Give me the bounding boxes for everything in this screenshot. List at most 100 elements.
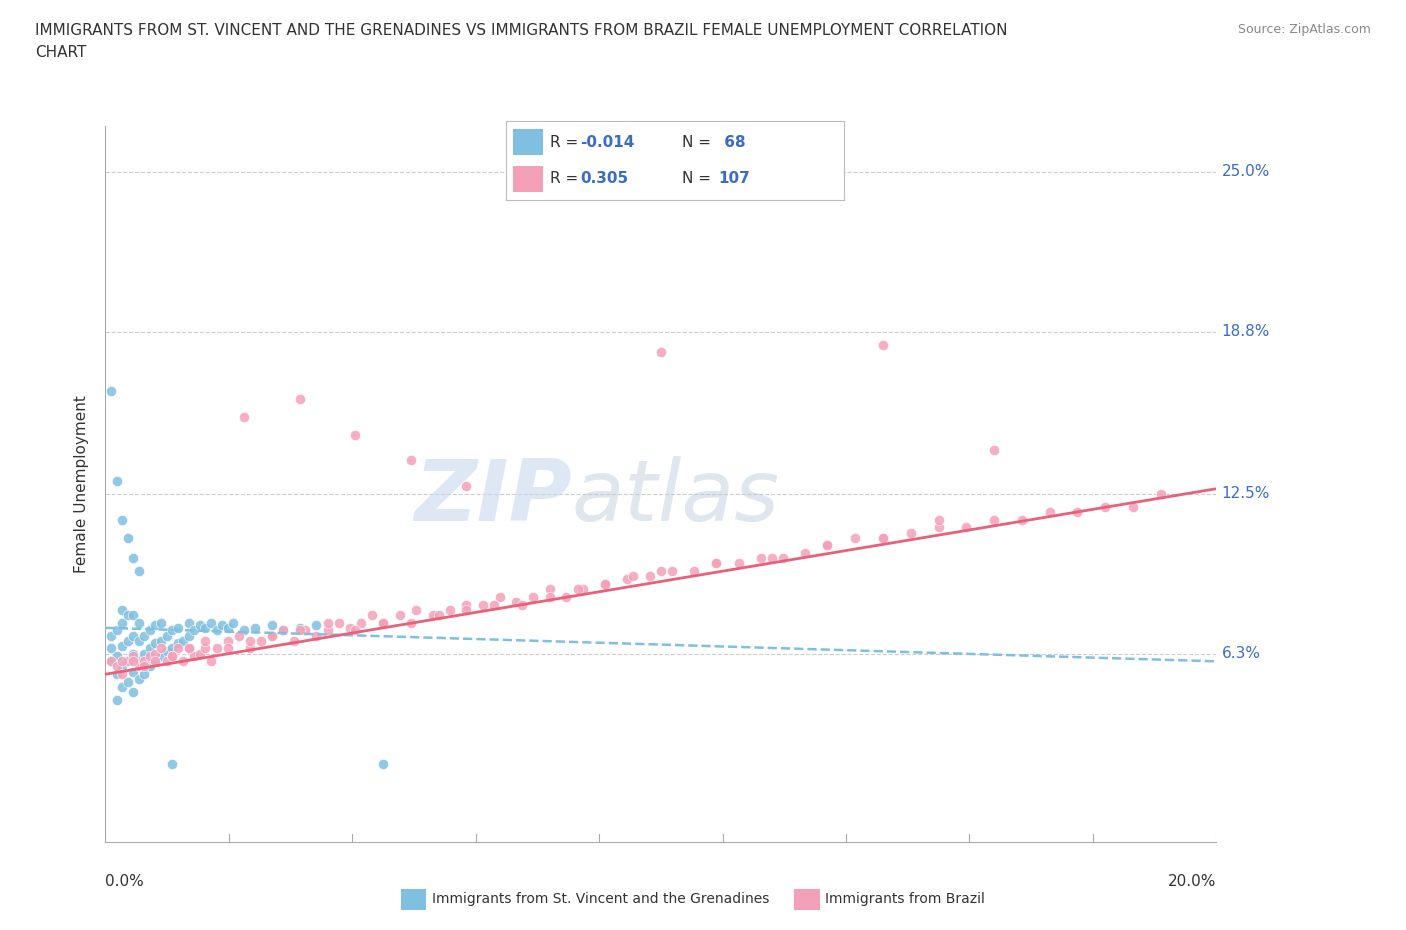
Point	[134, 659, 156, 674]
Point	[439, 603, 461, 618]
Point	[555, 590, 578, 604]
Point	[111, 654, 134, 669]
Point	[371, 616, 394, 631]
Point	[983, 443, 1005, 458]
Point	[262, 618, 284, 632]
Point	[928, 512, 950, 527]
Point	[328, 616, 350, 631]
Point	[283, 633, 305, 648]
Text: 0.0%: 0.0%	[105, 874, 145, 889]
Point	[177, 628, 200, 643]
Point	[160, 649, 183, 664]
Point	[205, 641, 228, 656]
Point	[422, 607, 444, 622]
Point	[122, 649, 145, 664]
Point	[122, 646, 145, 661]
Point	[844, 530, 866, 545]
Point	[1094, 499, 1116, 514]
Text: N =: N =	[682, 135, 716, 150]
Point	[111, 616, 134, 631]
Text: IMMIGRANTS FROM ST. VINCENT AND THE GRENADINES VS IMMIGRANTS FROM BRAZIL FEMALE : IMMIGRANTS FROM ST. VINCENT AND THE GREN…	[35, 23, 1008, 38]
Point	[200, 616, 222, 631]
Point	[815, 538, 838, 552]
Point	[188, 646, 211, 661]
Point	[294, 623, 316, 638]
Point	[595, 577, 617, 591]
Point	[456, 603, 478, 618]
Point	[706, 556, 728, 571]
Point	[616, 571, 638, 586]
Point	[150, 616, 172, 631]
Point	[177, 641, 200, 656]
Point	[122, 684, 145, 699]
Point	[288, 392, 311, 406]
Point	[160, 757, 183, 772]
Text: ZIP: ZIP	[415, 457, 572, 539]
Point	[145, 654, 167, 669]
Point	[621, 569, 644, 584]
Point	[217, 641, 239, 656]
Point	[361, 607, 384, 622]
Point	[150, 641, 172, 656]
Point	[105, 659, 128, 674]
Point	[155, 644, 177, 658]
Y-axis label: Female Unemployment: Female Unemployment	[75, 394, 90, 573]
Point	[488, 590, 510, 604]
Point	[250, 633, 273, 648]
Point	[183, 623, 205, 638]
Text: Source: ZipAtlas.com: Source: ZipAtlas.com	[1237, 23, 1371, 36]
Point	[683, 564, 706, 578]
Point	[872, 530, 894, 545]
Point	[405, 603, 427, 618]
Text: 6.3%: 6.3%	[1222, 646, 1261, 661]
Point	[900, 525, 922, 540]
Text: -0.014: -0.014	[581, 135, 634, 150]
Point	[194, 633, 217, 648]
Point	[484, 597, 506, 612]
Point	[150, 633, 172, 648]
Point	[1066, 504, 1088, 519]
Point	[111, 680, 134, 695]
Text: R =: R =	[550, 135, 583, 150]
Point	[288, 623, 311, 638]
Point	[650, 345, 672, 360]
Text: R =: R =	[550, 171, 583, 186]
Point	[538, 590, 561, 604]
Point	[111, 603, 134, 618]
Point	[262, 628, 284, 643]
Point	[122, 628, 145, 643]
Point	[305, 618, 328, 632]
Bar	[513, 166, 543, 193]
Point	[188, 618, 211, 632]
Point	[815, 538, 838, 552]
Point	[111, 667, 134, 682]
Point	[155, 654, 177, 669]
Point	[100, 641, 122, 656]
Text: atlas: atlas	[572, 457, 780, 539]
Point	[456, 597, 478, 612]
Point	[100, 654, 122, 669]
Point	[872, 337, 894, 352]
Point	[105, 623, 128, 638]
Point	[638, 569, 661, 584]
Point	[172, 633, 194, 648]
Point	[205, 623, 228, 638]
Point	[134, 667, 156, 682]
Point	[1038, 504, 1062, 519]
Point	[538, 582, 561, 597]
Point	[122, 654, 145, 669]
Point	[145, 618, 167, 632]
Point	[122, 607, 145, 622]
Point	[1150, 486, 1173, 501]
Point	[177, 641, 200, 656]
Point	[139, 623, 162, 638]
Point	[217, 633, 239, 648]
Point	[105, 649, 128, 664]
Point	[271, 623, 294, 638]
Point	[111, 638, 134, 653]
Text: 0.305: 0.305	[581, 171, 628, 186]
Point	[399, 453, 422, 468]
Point	[316, 616, 339, 631]
Point	[139, 659, 162, 674]
Point	[595, 577, 617, 591]
